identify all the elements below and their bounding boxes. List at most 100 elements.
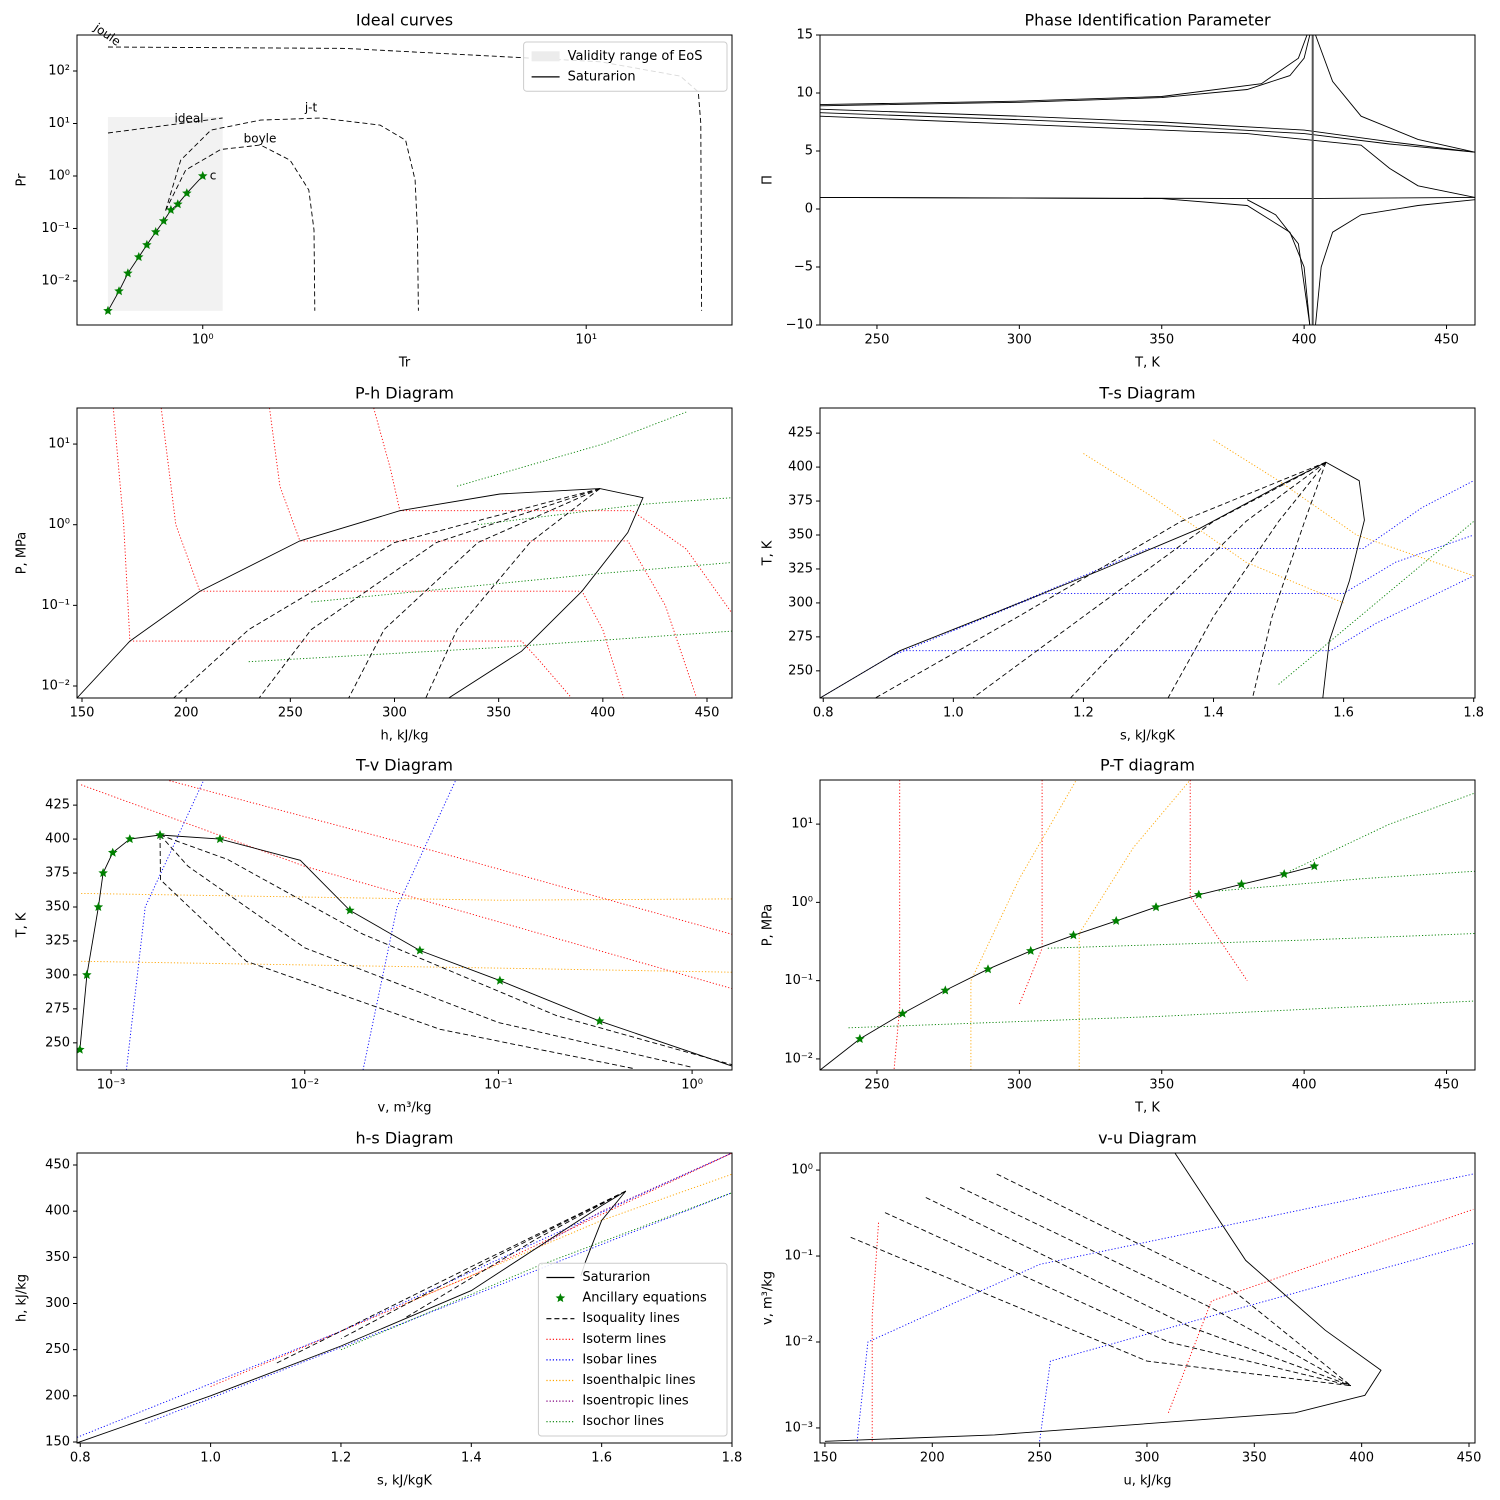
validity-region: [107, 116, 223, 311]
star-marker: [182, 188, 192, 198]
y-tick-label: 10⁻¹: [41, 221, 70, 236]
curve: [159, 834, 732, 1066]
x-tick-label: 350: [1149, 333, 1174, 348]
axes-frame: [76, 1152, 733, 1444]
y-axis-label: P, MPa: [15, 532, 30, 575]
y-tick-label: 10⁻¹: [784, 1249, 813, 1264]
star-marker: [151, 227, 161, 236]
x-tick-label: 450: [1434, 1078, 1459, 1093]
y-tick-label: 10¹: [48, 116, 70, 131]
x-tick-label: 400: [1292, 1078, 1317, 1093]
legend-label: Isoquality lines: [582, 1311, 680, 1326]
x-tick-label: 150: [70, 706, 95, 721]
star-marker: [1068, 930, 1079, 940]
x-tick-label: 1.6: [591, 1451, 612, 1466]
y-tick-label: 0: [805, 202, 813, 217]
x-tick-label: 250: [278, 706, 303, 721]
curve: [160, 408, 625, 698]
curve: [165, 144, 316, 311]
subplot-title: P-h Diagram: [355, 384, 454, 403]
star-marker: [855, 1033, 865, 1043]
curve: [1078, 780, 1191, 1070]
curve: [77, 1190, 627, 1443]
curve: [248, 630, 732, 663]
axes-frame: [819, 34, 1476, 326]
curve: [275, 1190, 626, 1364]
curve: [820, 461, 1365, 698]
axes-frame: [819, 779, 1476, 1071]
star-marker: [345, 905, 355, 915]
star-marker: [983, 964, 993, 974]
curve: [373, 408, 732, 614]
curve: [1167, 1208, 1474, 1413]
x-tick-label: 300: [382, 706, 407, 721]
star-marker: [108, 847, 118, 857]
star-marker: [594, 1016, 605, 1026]
legend-swatch: [531, 51, 560, 62]
star-marker: [198, 171, 208, 180]
curve: [888, 534, 1474, 658]
x-axis-label: Tr: [398, 356, 411, 371]
y-tick-label: 10⁻³: [784, 1420, 813, 1435]
legend: Validity range of EoS Saturarion: [523, 41, 728, 92]
x-axis-label: T, K: [1134, 356, 1160, 371]
curve: [77, 488, 644, 698]
curve: [1070, 461, 1327, 698]
curve: [1315, 199, 1475, 325]
curve: [820, 196, 1311, 325]
curve: [1083, 453, 1344, 604]
y-tick-label: 300: [45, 1296, 70, 1311]
annotation: boyle: [244, 132, 277, 146]
y-tick-label: 10⁻²: [41, 679, 70, 694]
curve: [165, 117, 419, 311]
curve: [884, 1212, 1352, 1387]
plot-area: [77, 780, 732, 1070]
y-tick-label: 10⁰: [791, 895, 813, 910]
axes-frame: [819, 1152, 1476, 1444]
y-tick-label: 300: [45, 967, 70, 982]
curve: [405, 1173, 732, 1304]
star-marker: [1236, 879, 1247, 889]
y-tick-label: 10⁻¹: [41, 598, 70, 613]
x-tick-label: 1.8: [722, 1451, 743, 1466]
x-tick-label: 1.4: [461, 1451, 482, 1466]
star-marker: [125, 834, 135, 844]
y-tick-label: 150: [45, 1434, 70, 1449]
curve: [893, 780, 901, 1070]
x-tick-label: 10⁰: [192, 333, 214, 348]
x-tick-label: 10⁰: [681, 1078, 703, 1093]
subplot: P-T diagram T, K P, MPa 250 300 350 400 450 10⁻²…: [761, 756, 1476, 1116]
y-axis-label: Pr: [15, 173, 30, 187]
y-tick-label: −5: [794, 260, 813, 275]
y-tick-label: 350: [45, 900, 70, 915]
curve: [824, 1153, 1382, 1442]
curve: [1315, 35, 1475, 153]
curve: [159, 834, 693, 1068]
curve: [536, 1153, 732, 1249]
y-tick-label: 350: [45, 1250, 70, 1265]
curve: [107, 117, 223, 134]
star-marker: [1111, 915, 1121, 925]
star-marker: [1194, 889, 1204, 899]
curve: [1018, 780, 1043, 1005]
x-tick-label: 0.8: [813, 706, 834, 721]
y-axis-label: T, K: [761, 540, 776, 566]
star-marker: [897, 1008, 908, 1018]
curve: [477, 497, 732, 526]
y-tick-label: 400: [45, 832, 70, 847]
y-tick-label: 10⁻²: [41, 273, 70, 288]
axes-frame: [819, 407, 1476, 699]
star-marker: [1309, 861, 1320, 871]
y-tick-label: 250: [45, 1035, 70, 1050]
star-marker: [1279, 869, 1289, 879]
plot-area: [77, 1153, 732, 1443]
star-marker: [114, 286, 124, 296]
curve: [875, 461, 1327, 698]
x-tick-label: 250: [1027, 1451, 1052, 1466]
legend-swatch: [555, 1293, 566, 1303]
x-tick-label: 450: [1434, 333, 1459, 348]
star-marker: [158, 216, 169, 225]
curve: [820, 112, 1475, 153]
curve: [340, 1190, 627, 1339]
